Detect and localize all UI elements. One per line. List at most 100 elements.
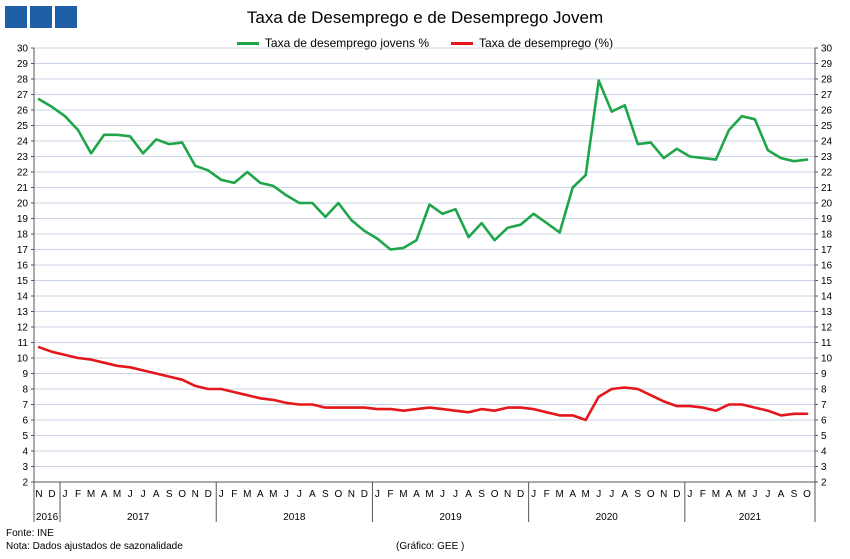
x-month-label: M <box>425 489 433 500</box>
x-month-label: M <box>712 489 720 500</box>
y-tick-label-right: 29 <box>821 59 833 70</box>
x-month-label: O <box>647 489 655 500</box>
x-month-label: O <box>491 489 499 500</box>
x-month-label: N <box>660 489 667 500</box>
y-tick-label-left: 18 <box>17 230 29 241</box>
x-month-label: D <box>205 489 212 500</box>
y-tick-label-right: 13 <box>821 307 833 318</box>
x-month-label: F <box>700 489 706 500</box>
y-tick-label-right: 5 <box>821 431 827 442</box>
x-month-label: D <box>48 489 55 500</box>
x-month-label: J <box>531 489 536 500</box>
x-month-label: J <box>440 489 445 500</box>
x-month-label: O <box>334 489 342 500</box>
x-month-label: N <box>348 489 355 500</box>
y-tick-label-right: 25 <box>821 121 833 132</box>
x-month-label: J <box>128 489 133 500</box>
y-tick-label-left: 15 <box>17 276 29 287</box>
y-tick-label-left: 28 <box>17 75 29 86</box>
legend-swatch-total <box>451 41 474 45</box>
chart-title: Taxa de Desemprego e de Desemprego Jovem <box>246 8 604 27</box>
x-month-label: F <box>387 489 393 500</box>
x-month-label: J <box>141 489 146 500</box>
x-month-label: S <box>791 489 798 500</box>
x-month-label: M <box>555 489 563 500</box>
x-month-label: S <box>166 489 173 500</box>
x-year-label: 2021 <box>739 512 762 523</box>
y-tick-label-left: 2 <box>22 478 28 489</box>
legend-label-total: Taxa de desemprego (%) <box>479 36 614 50</box>
y-tick-label-right: 15 <box>821 276 833 287</box>
x-month-label: N <box>35 489 42 500</box>
y-tick-label-left: 10 <box>17 354 29 365</box>
y-tick-label-right: 24 <box>821 137 833 148</box>
x-month-label: J <box>375 489 380 500</box>
x-month-label: A <box>569 489 576 500</box>
x-month-label: M <box>113 489 121 500</box>
y-tick-label-left: 20 <box>17 199 29 210</box>
legend-item-youth: Taxa de desemprego jovens % <box>236 36 430 50</box>
y-tick-label-left: 26 <box>17 106 29 117</box>
y-tick-label-left: 3 <box>22 462 28 473</box>
legend-swatch-youth <box>236 41 259 45</box>
x-month-label: J <box>297 489 302 500</box>
footer-note: Nota: Dados ajustados de sazonalidade <box>6 541 183 552</box>
legend: Taxa de desemprego jovens % Taxa de dese… <box>0 36 850 50</box>
x-month-label: A <box>778 489 785 500</box>
x-month-label: J <box>687 489 692 500</box>
y-tick-label-right: 23 <box>821 152 833 163</box>
x-month-label: O <box>803 489 811 500</box>
x-month-label: M <box>738 489 746 500</box>
legend-label-youth: Taxa de desemprego jovens % <box>264 36 430 50</box>
y-tick-label-left: 22 <box>17 168 29 179</box>
y-tick-label-right: 2 <box>821 478 827 489</box>
x-year-label: 2016 <box>36 512 59 523</box>
x-month-label: D <box>361 489 368 500</box>
x-month-label: A <box>465 489 472 500</box>
y-tick-label-left: 19 <box>17 214 29 225</box>
x-month-label: J <box>596 489 601 500</box>
x-month-label: A <box>621 489 628 500</box>
y-tick-label-left: 21 <box>17 183 29 194</box>
x-month-label: F <box>544 489 550 500</box>
x-month-label: J <box>219 489 224 500</box>
y-tick-label-right: 3 <box>821 462 827 473</box>
x-month-label: A <box>726 489 733 500</box>
y-tick-label-left: 16 <box>17 261 29 272</box>
y-tick-label-left: 8 <box>22 385 28 396</box>
y-tick-label-left: 14 <box>17 292 29 303</box>
x-month-label: J <box>765 489 770 500</box>
y-tick-label-left: 12 <box>17 323 29 334</box>
logo-block-1 <box>5 6 27 28</box>
y-tick-label-right: 9 <box>821 369 827 380</box>
y-tick-label-right: 11 <box>821 338 832 349</box>
y-tick-label-left: 17 <box>17 245 29 256</box>
y-tick-label-right: 8 <box>821 385 827 396</box>
y-tick-label-right: 17 <box>821 245 833 256</box>
x-month-label: M <box>582 489 590 500</box>
x-month-label: F <box>75 489 81 500</box>
y-tick-label-right: 22 <box>821 168 833 179</box>
y-tick-label-left: 27 <box>17 90 29 101</box>
y-tick-label-left: 11 <box>18 338 29 349</box>
legend-item-total: Taxa de desemprego (%) <box>451 36 613 50</box>
footer-credit: (Gráfico: GEE ) <box>396 541 465 552</box>
x-month-label: A <box>309 489 316 500</box>
x-month-label: J <box>609 489 614 500</box>
footer-source: Fonte: INE <box>6 528 54 539</box>
y-tick-label-right: 12 <box>821 323 833 334</box>
y-tick-label-right: 28 <box>821 75 833 86</box>
y-tick-label-right: 7 <box>821 400 827 411</box>
x-month-label: J <box>63 489 68 500</box>
y-tick-label-left: 29 <box>17 59 29 70</box>
y-tick-label-right: 10 <box>821 354 833 365</box>
x-year-label: 2018 <box>283 512 306 523</box>
logo-block-3 <box>55 6 77 28</box>
x-month-label: F <box>231 489 237 500</box>
x-month-label: J <box>453 489 458 500</box>
x-month-label: A <box>153 489 160 500</box>
x-month-label: J <box>752 489 757 500</box>
x-month-label: M <box>399 489 407 500</box>
x-month-label: M <box>87 489 95 500</box>
